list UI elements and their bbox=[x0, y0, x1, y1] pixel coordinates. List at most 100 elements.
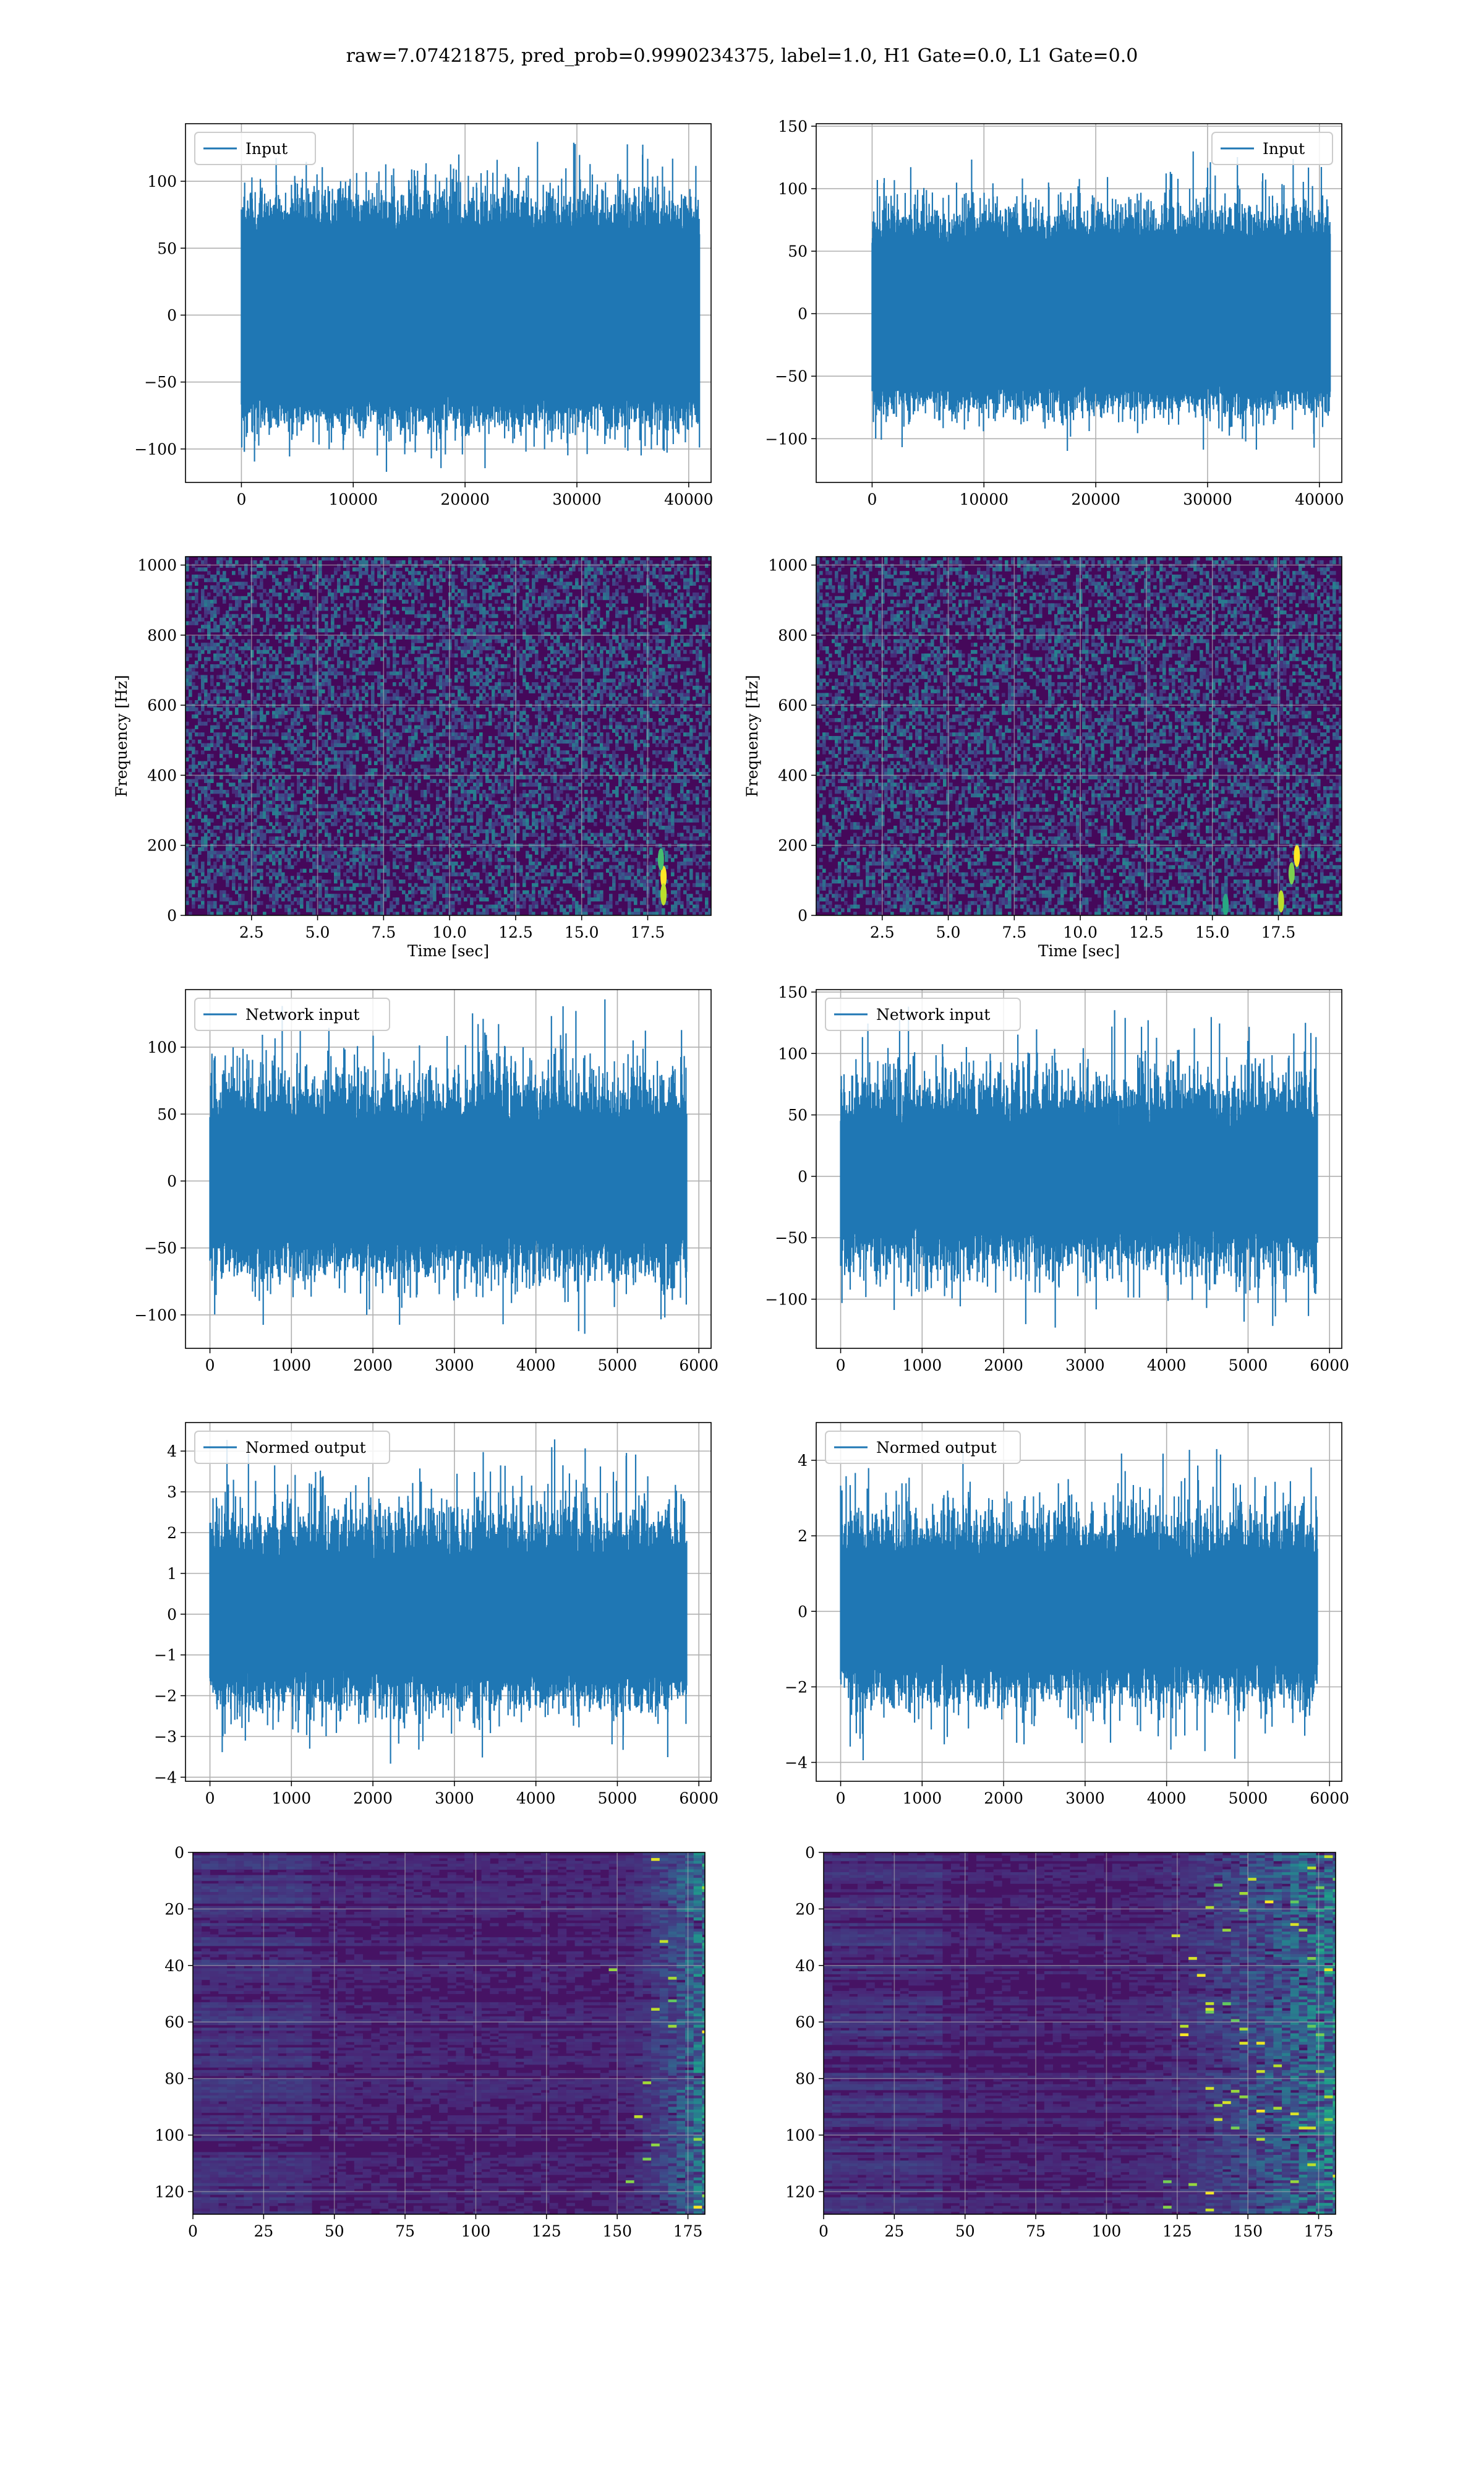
heatmap-cell bbox=[368, 854, 372, 858]
heatmap-cell bbox=[405, 631, 409, 636]
heatmap-cell bbox=[254, 833, 257, 837]
heatmap-cell bbox=[488, 589, 492, 593]
heatmap-cell bbox=[272, 571, 276, 575]
heatmap-cell bbox=[411, 815, 415, 819]
heatmap-cell bbox=[257, 563, 260, 568]
heatmap-cell bbox=[260, 631, 263, 636]
heatmap-cell bbox=[244, 833, 248, 837]
heatmap-cell bbox=[346, 757, 350, 762]
heatmap-cell bbox=[229, 649, 232, 654]
heatmap-cell bbox=[288, 607, 291, 611]
heatmap-cell bbox=[266, 646, 270, 651]
heatmap-cell bbox=[241, 782, 245, 787]
heatmap-cell bbox=[204, 826, 208, 830]
heatmap-cell bbox=[359, 779, 362, 783]
heatmap-cell bbox=[241, 739, 245, 744]
heatmap-cell bbox=[405, 754, 409, 758]
heatmap-cell bbox=[312, 876, 316, 880]
heatmap-cell bbox=[402, 599, 406, 604]
heatmap-cell bbox=[226, 610, 229, 615]
heatmap-cell bbox=[352, 732, 356, 737]
heatmap-cell bbox=[281, 897, 285, 902]
heatmap-cell bbox=[269, 757, 273, 762]
heatmap-cell bbox=[291, 593, 294, 597]
heatmap-cell bbox=[365, 897, 369, 902]
heatmap-cell bbox=[331, 862, 335, 866]
heatmap-cell bbox=[427, 782, 430, 787]
heatmap-cell bbox=[402, 628, 406, 633]
heatmap-cell bbox=[220, 653, 223, 657]
heatmap-cell bbox=[201, 901, 205, 905]
heatmap-cell bbox=[300, 671, 304, 675]
heatmap-cell bbox=[473, 714, 477, 719]
heatmap-cell bbox=[464, 768, 467, 773]
heatmap-cell bbox=[349, 833, 353, 837]
heatmap-cell bbox=[495, 872, 498, 876]
heatmap-cell bbox=[226, 707, 229, 711]
heatmap-cell bbox=[322, 614, 325, 618]
heatmap-cell bbox=[263, 603, 267, 607]
heatmap-cell bbox=[195, 578, 198, 583]
heatmap-cell bbox=[368, 747, 372, 751]
heatmap-cell bbox=[433, 865, 437, 870]
heatmap-cell bbox=[247, 854, 251, 858]
heatmap-cell bbox=[492, 703, 495, 708]
heatmap-cell bbox=[359, 714, 362, 719]
heatmap-cell bbox=[346, 575, 350, 579]
heatmap-cell bbox=[411, 607, 415, 611]
heatmap-cell bbox=[393, 696, 396, 701]
heatmap-cell bbox=[260, 581, 263, 586]
heatmap-cell bbox=[266, 768, 270, 773]
heatmap-cell bbox=[263, 833, 267, 837]
heatmap-cell bbox=[303, 800, 307, 805]
heatmap-cell bbox=[309, 797, 313, 801]
heatmap-cell bbox=[427, 865, 430, 870]
heatmap-cell bbox=[250, 725, 254, 729]
heatmap-cell bbox=[288, 711, 291, 715]
heatmap-cell bbox=[269, 850, 273, 855]
heatmap-cell bbox=[488, 635, 492, 640]
heatmap-cell bbox=[238, 736, 242, 740]
heatmap-cell bbox=[266, 761, 270, 765]
heatmap-cell bbox=[195, 643, 198, 647]
heatmap-cell bbox=[464, 743, 467, 747]
heatmap-cell bbox=[442, 557, 446, 561]
heatmap-cell bbox=[386, 829, 390, 834]
heatmap-cell bbox=[223, 557, 226, 561]
heatmap-cell bbox=[386, 872, 390, 876]
heatmap-cell bbox=[284, 815, 288, 819]
heatmap-cell bbox=[220, 897, 223, 902]
heatmap-cell bbox=[408, 557, 412, 561]
heatmap-cell bbox=[495, 804, 498, 808]
heatmap-cell bbox=[479, 567, 483, 571]
heatmap-cell bbox=[254, 854, 257, 858]
heatmap-cell bbox=[223, 815, 226, 819]
heatmap-cell bbox=[371, 628, 375, 633]
heatmap-cell bbox=[331, 578, 335, 583]
heatmap-cell bbox=[322, 603, 325, 607]
heatmap-cell bbox=[263, 661, 267, 665]
heatmap-cell bbox=[436, 868, 440, 873]
heatmap-cell bbox=[266, 786, 270, 790]
heatmap-cell bbox=[461, 614, 464, 618]
heatmap-cell bbox=[420, 818, 424, 823]
heatmap-cell bbox=[201, 625, 205, 629]
heatmap-cell bbox=[328, 711, 331, 715]
heatmap-cell bbox=[495, 703, 498, 708]
heatmap-cell bbox=[439, 854, 443, 858]
heatmap-cell bbox=[485, 700, 489, 704]
heatmap-cell bbox=[254, 736, 257, 740]
heatmap-cell bbox=[186, 729, 189, 733]
heatmap-cell bbox=[306, 850, 310, 855]
heatmap-cell bbox=[482, 571, 486, 575]
heatmap-cell bbox=[210, 764, 214, 769]
heatmap-cell bbox=[439, 571, 443, 575]
heatmap-cell bbox=[445, 772, 449, 776]
heatmap-cell bbox=[186, 589, 189, 593]
heatmap-cell bbox=[300, 897, 304, 902]
heatmap-cell bbox=[207, 797, 211, 801]
heatmap-cell bbox=[485, 779, 489, 783]
heatmap-cell bbox=[318, 667, 322, 672]
heatmap-cell bbox=[396, 747, 399, 751]
heatmap-cell bbox=[365, 621, 369, 625]
